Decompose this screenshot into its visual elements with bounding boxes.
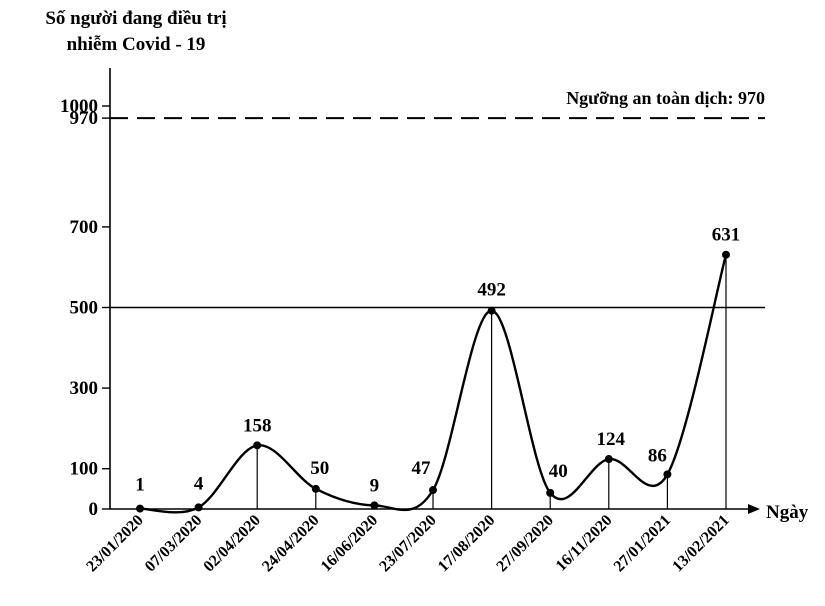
data-label: 492 bbox=[477, 280, 506, 301]
data-label: 631 bbox=[712, 225, 741, 246]
y-axis-title-line-2: nhiễm Covid - 19 bbox=[66, 34, 206, 55]
y-tick-label: 500 bbox=[70, 298, 99, 319]
safety-threshold-label: Ngưỡng an toàn dịch: 970 bbox=[566, 88, 765, 108]
data-label: 86 bbox=[648, 445, 667, 466]
y-axis-title-line-1: Số người đang điều trị bbox=[45, 8, 227, 29]
y-tick-label: 970 bbox=[70, 108, 99, 129]
x-tick-label: 02/04/2020 bbox=[200, 512, 264, 576]
x-axis-title: Ngày bbox=[766, 502, 809, 523]
x-tick-label: 23/01/2020 bbox=[83, 512, 147, 576]
data-point bbox=[194, 503, 203, 512]
data-point bbox=[429, 486, 437, 495]
data-label: 158 bbox=[243, 415, 272, 436]
data-label: 124 bbox=[597, 429, 626, 450]
x-tick-label: 17/08/2020 bbox=[435, 512, 499, 576]
data-point bbox=[604, 455, 613, 464]
y-axis-title: Số người đang điều trị nhiễm Covid - 19 bbox=[6, 6, 266, 58]
data-point bbox=[546, 488, 555, 497]
data-point bbox=[311, 484, 320, 493]
data-point bbox=[370, 501, 379, 510]
data-point bbox=[722, 250, 730, 259]
data-label: 9 bbox=[370, 475, 380, 496]
y-tick-label: 300 bbox=[70, 378, 99, 399]
y-tick-label: 100 bbox=[70, 459, 99, 480]
data-label: 50 bbox=[310, 458, 329, 479]
data-point bbox=[487, 306, 496, 315]
x-tick-label: 13/02/2021 bbox=[669, 512, 733, 576]
x-tick-label: 23/07/2020 bbox=[376, 512, 440, 576]
x-tick-label: 27/09/2020 bbox=[493, 512, 557, 576]
x-tick-label: 16/06/2020 bbox=[318, 512, 382, 576]
y-tick-label: 700 bbox=[70, 217, 99, 238]
y-tick-label: 1000 bbox=[60, 96, 98, 117]
data-point bbox=[253, 441, 262, 450]
data-label: 4 bbox=[194, 473, 204, 494]
y-tick-label: 0 bbox=[89, 499, 99, 520]
data-point bbox=[136, 504, 144, 513]
data-label: 40 bbox=[549, 461, 568, 482]
series-line bbox=[139, 254, 728, 514]
x-tick-label: 07/03/2020 bbox=[142, 512, 206, 576]
x-tick-label: 27/01/2021 bbox=[611, 512, 675, 576]
x-tick-label: 24/04/2020 bbox=[259, 512, 323, 576]
data-point bbox=[663, 470, 672, 479]
x-tick-label: 16/11/2020 bbox=[553, 512, 616, 575]
x-axis-arrow bbox=[748, 504, 760, 514]
data-label: 1 bbox=[135, 475, 145, 496]
data-label: 47 bbox=[412, 458, 432, 479]
